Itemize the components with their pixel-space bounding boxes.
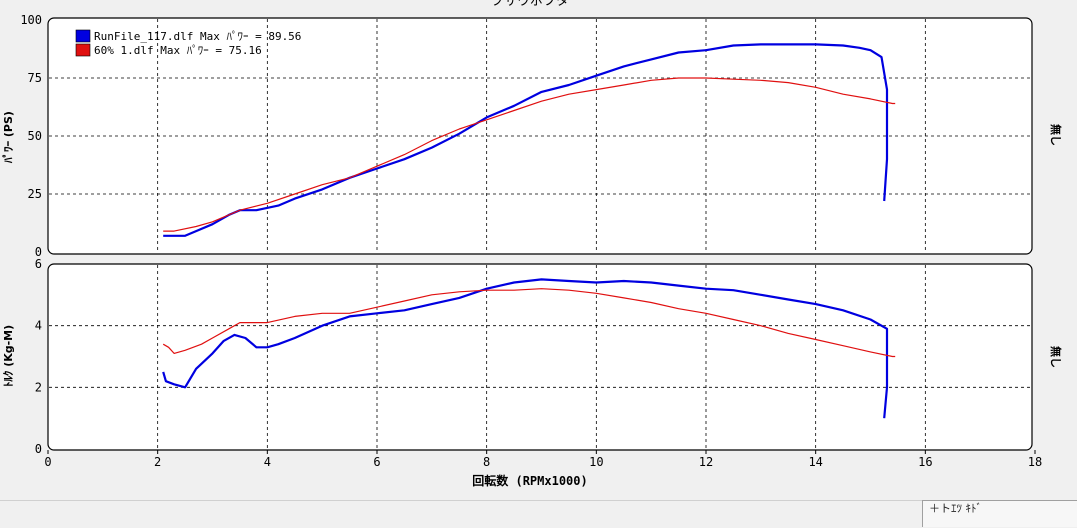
y-tick-label: 25: [28, 187, 42, 201]
x-tick-label: 6: [373, 455, 380, 469]
plot-frame-power: [47, 17, 1033, 255]
x-tick-label: 14: [808, 455, 822, 469]
x-axis-label: 回転数 (RPMx1000): [472, 473, 587, 488]
legend-swatch: [75, 29, 91, 43]
x-tick-label: 16: [918, 455, 932, 469]
window-title: ブサウボフタ: [491, 0, 569, 9]
y-axis-label: ﾄﾙｸ (Kg-M): [2, 325, 15, 387]
x-tick-label: 2: [154, 455, 161, 469]
x-tick-label: 10: [589, 455, 603, 469]
legend-entry: 60% 1.dlf Max ﾊﾟﾜｰ = 75.16: [94, 44, 262, 57]
series-line-60pct-1: [162, 288, 896, 358]
plot-frame-torque: [47, 263, 1033, 451]
y-tick-label: 75: [28, 71, 42, 85]
panel-power: 0 25 50 75 100 ﾊﾟﾜｰ (PS) 無し RunFile_117.dlf Max…: [1, 13, 1063, 259]
x-tick-label: 12: [699, 455, 713, 469]
y-tick-label: 0: [35, 442, 42, 456]
y-tick-label: 6: [35, 257, 42, 271]
y-tick-label: 50: [28, 129, 42, 143]
side-label: 無し: [1049, 124, 1063, 146]
x-tick-label: 8: [483, 455, 490, 469]
series-line-runfile-117: [163, 43, 889, 237]
panel-torque: 0 2 4 6 ﾄﾙｸ (Kg-M) 無し 0 2 4 6 8 10 12 14 16 18 回転数 (RPMx…: [2, 257, 1063, 488]
side-label: 無し: [1049, 346, 1063, 368]
y-tick-label: 2: [35, 380, 42, 394]
x-tick-label: 18: [1028, 455, 1042, 469]
series-line-60pct-1: [163, 77, 896, 232]
series-line-runfile-117: [162, 278, 889, 419]
x-tick-label: 4: [264, 455, 271, 469]
y-tick-label: 4: [35, 319, 42, 333]
legend-swatch: [75, 43, 91, 57]
legend-entry: RunFile_117.dlf Max ﾊﾟﾜｰ = 89.56: [94, 30, 301, 43]
y-tick-label: 0: [35, 245, 42, 259]
y-axis-label: ﾊﾟﾜｰ (PS): [1, 111, 15, 164]
y-tick-label: 100: [20, 13, 42, 27]
bottom-strip: [0, 500, 1077, 528]
x-tick-label: 0: [44, 455, 51, 469]
status-tab[interactable]: ＋トｴﾂ ｷﾄﾞ: [922, 500, 1077, 527]
